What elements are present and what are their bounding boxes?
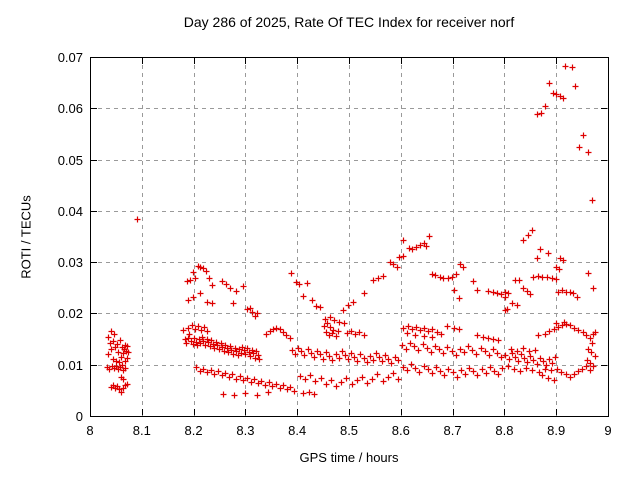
- y-tick-label: 0.01: [57, 357, 83, 373]
- y-tick-label: 0.06: [57, 101, 83, 117]
- y-tick-label: 0.05: [57, 152, 83, 168]
- data-points: [104, 63, 599, 399]
- x-tick-label: 9: [604, 423, 612, 438]
- y-tick-label: 0.04: [57, 203, 83, 219]
- x-tick-label: 8.9: [547, 423, 566, 438]
- x-axis-label: GPS time / hours: [299, 450, 399, 465]
- x-tick-label: 8: [86, 423, 94, 438]
- y-tick-label: 0.03: [57, 255, 83, 271]
- y-tick-label: 0.07: [57, 50, 83, 65]
- x-tick-label: 8.4: [288, 423, 307, 438]
- x-tick-label: 8.2: [184, 423, 203, 438]
- y-tick-label: 0: [75, 409, 83, 424]
- x-tick-label: 8.5: [339, 423, 359, 438]
- chart-title: Day 286 of 2025, Rate Of TEC Index for r…: [183, 14, 515, 30]
- x-tick-label: 8.1: [132, 423, 151, 438]
- x-tick-label: 8.3: [236, 423, 255, 438]
- x-tick-label: 8.8: [495, 423, 514, 438]
- gridlines: [90, 57, 608, 416]
- plot-border: [90, 57, 609, 417]
- x-tick-label: 8.6: [391, 423, 410, 438]
- y-tick-label: 0.02: [57, 306, 83, 322]
- x-tick-label: 8.7: [443, 423, 462, 438]
